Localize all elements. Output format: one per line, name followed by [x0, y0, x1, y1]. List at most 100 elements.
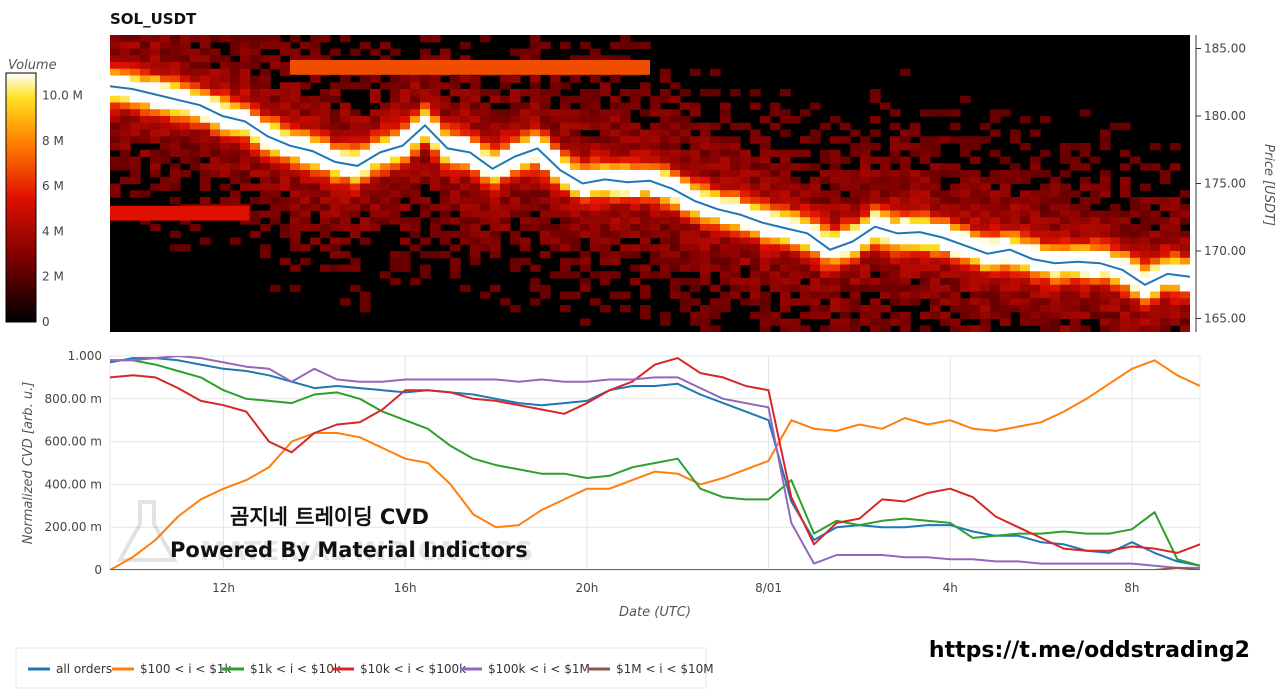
heatmap-cell	[520, 102, 531, 110]
heatmap-cell	[1000, 284, 1011, 293]
heatmap-cell	[1040, 190, 1051, 198]
heatmap-cell	[140, 55, 151, 63]
heatmap-cell	[590, 163, 601, 171]
heatmap-cell	[110, 116, 121, 124]
heatmap-cell	[990, 217, 1001, 225]
heatmap-cell	[780, 271, 791, 279]
heatmap-cell	[630, 176, 641, 185]
heatmap-cell	[670, 224, 681, 232]
heatmap-cell	[1120, 190, 1131, 198]
heatmap-cell	[970, 257, 981, 266]
heatmap-cell	[870, 278, 881, 286]
heatmap-cell	[1110, 318, 1121, 326]
heatmap-cell	[680, 197, 691, 205]
heatmap-cell	[1080, 217, 1091, 225]
heatmap-cell	[590, 203, 601, 212]
legend-item-label[interactable]: all orders	[56, 662, 112, 676]
heatmap-cell	[710, 284, 721, 293]
heatmap-cell	[1170, 311, 1181, 320]
heatmap-cell	[170, 35, 181, 43]
heatmap-cell	[710, 89, 721, 97]
heatmap-cell	[320, 163, 331, 171]
heatmap-cell	[760, 305, 771, 313]
heatmap-cell	[1030, 224, 1041, 232]
heatmap-cell	[1000, 251, 1011, 259]
heatmap-cell	[930, 210, 941, 218]
heatmap-cell	[990, 251, 1001, 259]
heatmap-cell	[550, 163, 561, 171]
heatmap-cell	[230, 75, 241, 83]
heatmap-cell	[260, 149, 271, 158]
heatmap-cell	[680, 89, 691, 97]
heatmap-cell	[130, 75, 141, 83]
heatmap-cell	[510, 197, 521, 205]
heatmap-cell	[120, 68, 131, 77]
heatmap-cell	[200, 129, 211, 137]
heatmap-cell	[800, 224, 811, 232]
legend-item-label[interactable]: $100k < i < $1M	[488, 662, 590, 676]
heatmap-cell	[390, 48, 401, 56]
legend-item-label[interactable]: $1k < i < $10k	[250, 662, 341, 676]
heatmap-cell	[920, 251, 931, 259]
heatmap-cell	[480, 183, 491, 191]
heatmap-cell	[620, 35, 631, 43]
heatmap-cell	[510, 257, 521, 266]
heatmap-cell	[800, 190, 811, 198]
heatmap-cell	[1080, 143, 1091, 151]
legend-item-label[interactable]: $100 < i < $1k	[140, 662, 232, 676]
legend-item-label[interactable]: $1M < i < $10M	[616, 662, 714, 676]
heatmap-cell	[240, 75, 251, 83]
heatmap-cell	[840, 170, 851, 178]
heatmap-cell	[580, 318, 591, 326]
colorbar-ticks: 10.0 M8 M6 M4 M2 M0	[42, 89, 83, 329]
heatmap-cell	[1130, 271, 1141, 279]
heatmap-cell	[160, 41, 171, 50]
heatmap-cell	[760, 230, 771, 239]
heatmap-cell	[1100, 305, 1111, 313]
heatmap-cell	[1040, 203, 1051, 212]
heatmap-cell	[950, 278, 961, 286]
heatmap-cell	[710, 298, 721, 306]
heatmap-cell	[400, 224, 411, 232]
heatmap-cell	[480, 291, 491, 299]
heatmap-cell	[710, 257, 721, 266]
telegram-link[interactable]: https://t.me/oddstrading2	[929, 638, 1250, 663]
heatmap-cell	[820, 170, 831, 178]
heatmap-cell	[1130, 156, 1141, 164]
heatmap-cell	[810, 291, 821, 299]
legend-item-label[interactable]: $10k < i < $100k	[360, 662, 466, 676]
heatmap-cell	[320, 170, 331, 178]
heatmap-cell	[880, 318, 891, 326]
heatmap-cell	[490, 116, 501, 124]
heatmap-cell	[130, 89, 141, 97]
heatmap-cell	[910, 230, 921, 239]
heatmap-cell	[990, 190, 1001, 198]
heatmap-cell	[650, 217, 661, 225]
heatmap-cell	[890, 318, 901, 326]
heatmap-cell	[1040, 197, 1051, 205]
heatmap-cell	[720, 136, 731, 144]
heatmap-cell	[1040, 325, 1051, 332]
heatmap-cell	[200, 35, 211, 43]
heatmap-cell	[290, 102, 301, 110]
heatmap-cell	[1150, 251, 1161, 259]
heatmap-cell	[470, 143, 481, 151]
colorbar-tick-label: 2 M	[42, 270, 64, 284]
heatmap-cell	[520, 183, 531, 191]
heatmap-cell	[750, 264, 761, 272]
heatmap-cell	[330, 82, 341, 90]
heatmap-cell	[510, 176, 521, 185]
heatmap-cell	[630, 102, 641, 110]
heatmap-cell	[1140, 183, 1151, 191]
heatmap-cell	[1140, 210, 1151, 218]
heatmap-cell	[1130, 264, 1141, 272]
heatmap-cell	[210, 116, 221, 124]
cvd-x-axis-label: Date (UTC)	[619, 605, 691, 620]
heatmap-cell	[580, 230, 591, 239]
heatmap-cell	[790, 237, 801, 245]
heatmap-cell	[610, 143, 621, 151]
heatmap-cell	[700, 203, 711, 212]
heatmap-cell	[320, 55, 331, 63]
heatmap-cell	[320, 183, 331, 191]
heatmap-cell	[840, 176, 851, 185]
